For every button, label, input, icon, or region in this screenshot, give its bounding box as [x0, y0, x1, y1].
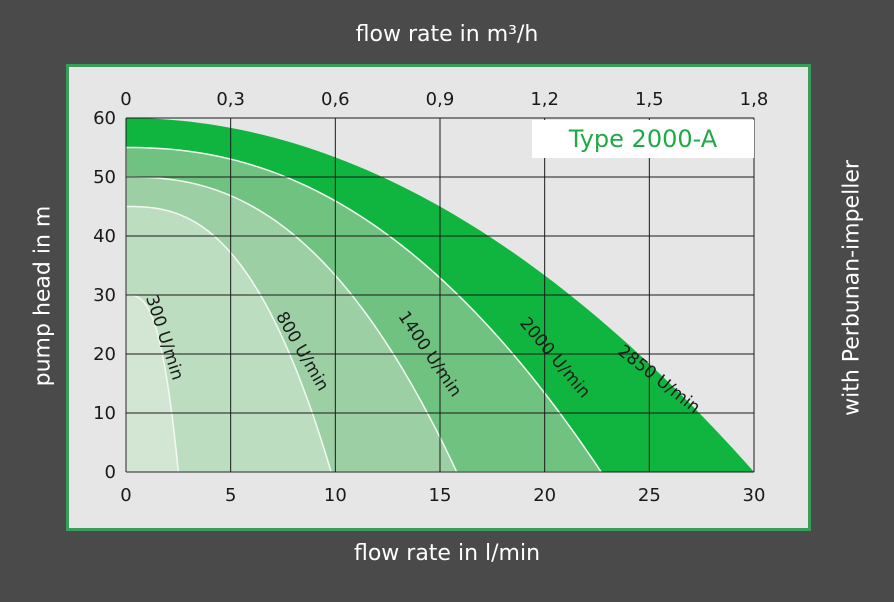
x2-tick-label: 0	[120, 89, 131, 110]
y-tick-label: 40	[93, 226, 116, 247]
y-tick-label: 50	[93, 167, 116, 188]
y-tick-label: 10	[93, 403, 116, 424]
x-tick-label: 0	[120, 485, 131, 506]
x2-tick-label: 1,5	[635, 89, 664, 110]
x2-axis-title: flow rate in m³/h	[355, 22, 539, 47]
x-tick-label: 15	[429, 485, 452, 506]
curve-area-300	[125, 294, 180, 473]
y-tick-label: 60	[93, 108, 116, 129]
x-tick-label: 25	[638, 485, 661, 506]
x2-tick-label: 0,9	[426, 89, 455, 110]
x-tick-label: 10	[324, 485, 347, 506]
curve-area-800	[125, 205, 333, 473]
y-tick-label: 30	[93, 285, 116, 306]
chart-title: Type 2000-A	[532, 120, 754, 158]
x2-tick-label: 1,2	[530, 89, 559, 110]
x2-tick-label: 1,8	[740, 89, 769, 110]
y-tick-label: 0	[105, 462, 116, 483]
x-axis-title: flow rate in l/min	[353, 541, 541, 566]
x-tick-label: 5	[225, 485, 236, 506]
x-tick-label: 20	[533, 485, 556, 506]
x2-tick-label: 0,6	[321, 89, 350, 110]
y-tick-label: 20	[93, 344, 116, 365]
x2-tick-label: 0,3	[216, 89, 245, 110]
x-tick-label: 30	[743, 485, 766, 506]
